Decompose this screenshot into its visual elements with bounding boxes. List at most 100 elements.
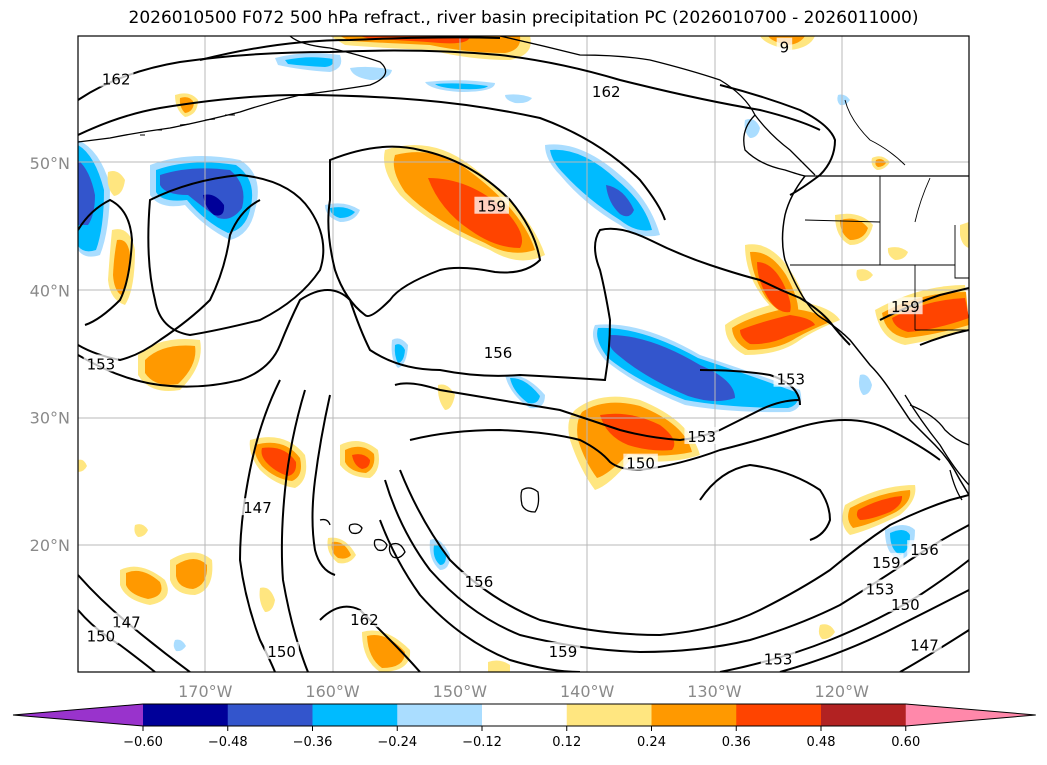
contour-label-147: 147	[112, 614, 141, 632]
contour-label-150: 150	[626, 455, 655, 473]
contour-label-bg	[480, 343, 516, 360]
lon-label-130: 130°W	[687, 682, 742, 701]
contour-label-bg	[545, 641, 581, 659]
contour-label-147: 147	[910, 637, 939, 655]
longitude-labels: 170°W 160°W 150°W 140°W 130°W 120°W	[178, 682, 869, 701]
contour-label-bg	[862, 579, 898, 597]
contour-label-150: 150	[267, 643, 296, 661]
contour-label-153: 153	[764, 651, 793, 669]
contour-label-147: 147	[243, 499, 272, 517]
colorbar-segment	[821, 704, 907, 726]
precipitation-shading	[78, 36, 969, 672]
contour-label-162: 162	[592, 83, 621, 101]
colorbar: −0.60 −0.48 −0.36 −0.24 −0.12 0.12 0.24 0.36 0.4…	[12, 703, 1036, 750]
anomaly-blob-4	[568, 396, 700, 490]
baja-coast	[904, 394, 969, 486]
colorbar-tick-label: 0.24	[637, 735, 666, 750]
anomaly-blob-11	[842, 485, 916, 535]
lat-label-20: 20°N	[30, 536, 70, 555]
contour-label-153: 153	[87, 355, 116, 373]
contour-label-bg	[684, 426, 719, 444]
colorbar-tick-label: 0.48	[807, 735, 836, 750]
contour-label-bg	[869, 552, 904, 570]
contour-label-162: 162	[350, 611, 379, 629]
contour-label-bg	[773, 369, 809, 387]
lat-label-40: 40°N	[30, 281, 70, 300]
rockies-border	[844, 99, 906, 166]
lon-label-160: 160°W	[305, 682, 360, 701]
alaska-coast	[78, 36, 387, 143]
latitude-labels: 20°N 30°N 40°N 50°N	[30, 154, 70, 555]
hawaii-islands	[319, 518, 406, 559]
lat-label-50: 50°N	[30, 154, 70, 173]
contour-label-bg	[907, 635, 942, 653]
alaska-gulf-coast	[499, 36, 816, 176]
colorbar-segment	[143, 704, 229, 726]
contour-label-159: 159	[891, 298, 920, 316]
contour-label-bg	[461, 571, 497, 589]
grid-lines	[78, 36, 969, 672]
contour-label-bg	[98, 69, 134, 87]
lon-label-120: 120°W	[815, 682, 870, 701]
contour-label-156: 156	[465, 573, 494, 591]
contour-label-bg	[83, 626, 119, 644]
contour-label-156: 156	[910, 541, 939, 559]
colorbar-segment	[312, 704, 398, 726]
contour-label-bg	[760, 649, 796, 667]
colorbar-under-arrow	[13, 704, 143, 726]
contour-label-153: 153	[866, 581, 895, 599]
contour-label-159: 159	[549, 643, 578, 661]
contour-label-159: 159	[872, 554, 901, 572]
colorbar-segment	[227, 704, 313, 726]
colorbar-segment	[736, 704, 822, 726]
anomaly-blob-7	[545, 144, 660, 237]
colorbar-over-arrow	[905, 704, 1036, 726]
contour-label-156: 156	[484, 344, 513, 362]
contour-label-bg	[347, 610, 382, 628]
us-west-coast	[781, 175, 969, 496]
contour-label-bg	[83, 354, 119, 372]
coastlines-and-borders	[78, 36, 969, 559]
mexico-coast	[909, 404, 969, 446]
colorbar-tick-label: −0.60	[123, 735, 163, 750]
contour-label-bg	[888, 297, 923, 315]
aleutian-chain	[140, 114, 235, 136]
anomaly-blob-12	[120, 552, 213, 605]
colorbar-tick-label: −0.48	[208, 735, 248, 750]
contour-label-9: 9	[780, 39, 790, 57]
contour-label-162: 162	[102, 71, 131, 89]
contour-label-bg	[588, 82, 624, 100]
contour-label-bg	[907, 540, 942, 558]
contour-label-150: 150	[891, 596, 920, 614]
colorbar-tick-label: 0.60	[891, 735, 920, 750]
colorbar-tick-label: −0.24	[377, 735, 417, 750]
contour-label-159: 159	[477, 198, 506, 216]
colorbar-segment	[482, 704, 568, 726]
map-title: 2026010500 F072 500 hPa refract., river …	[128, 8, 919, 28]
contour-label-150: 150	[87, 628, 116, 646]
lon-label-150: 150°W	[433, 682, 488, 701]
colorbar-segment	[397, 704, 483, 726]
colorbar-tick-label: −0.12	[462, 735, 502, 750]
contour-label-bg	[264, 641, 299, 659]
contour-label-bg	[776, 37, 793, 55]
colorbar-segment	[566, 704, 652, 726]
lon-label-140: 140°W	[560, 682, 615, 701]
map-frame	[77, 35, 970, 673]
map-background	[78, 36, 969, 672]
contour-label-153: 153	[687, 428, 716, 446]
bc-coast	[743, 114, 806, 177]
contour-label-bg	[109, 612, 144, 630]
lon-label-170: 170°W	[178, 682, 233, 701]
colorbar-tick-label: −0.36	[293, 735, 333, 750]
colorbar-tick-label: 0.36	[722, 735, 751, 750]
contour-label-bg	[474, 196, 509, 214]
anomaly-blob-10	[340, 441, 379, 478]
colorbar-segment	[651, 704, 737, 726]
pacific-island	[520, 487, 540, 513]
contour-label-bg	[888, 594, 923, 612]
lat-label-30: 30°N	[30, 409, 70, 428]
anomaly-blob-13	[362, 630, 411, 672]
